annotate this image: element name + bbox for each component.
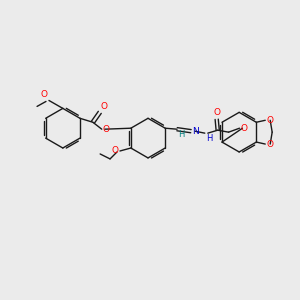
Text: O: O: [112, 146, 119, 155]
Text: O: O: [266, 140, 273, 148]
Text: O: O: [241, 124, 248, 133]
Text: O: O: [41, 91, 48, 100]
Text: H: H: [206, 134, 212, 143]
Text: O: O: [103, 125, 110, 134]
Text: O: O: [266, 116, 273, 125]
Text: H: H: [178, 130, 184, 139]
Text: O: O: [213, 108, 220, 117]
Text: O: O: [101, 102, 108, 111]
Text: N: N: [192, 127, 199, 136]
